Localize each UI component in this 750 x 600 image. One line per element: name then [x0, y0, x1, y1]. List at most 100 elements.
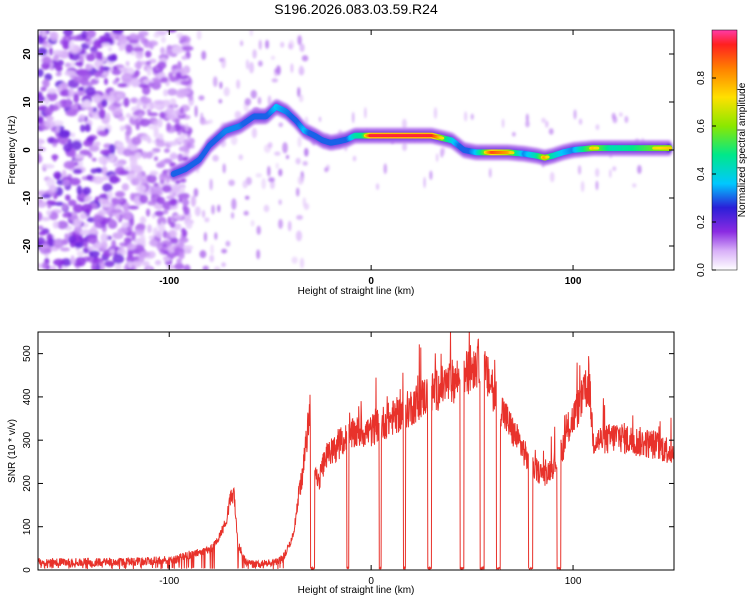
- noise-blob: [100, 232, 109, 243]
- colorbar-tick-label: 0.2: [696, 215, 707, 229]
- noise-blob: [624, 115, 629, 124]
- noise-blob: [38, 236, 46, 246]
- noise-blob: [179, 185, 185, 194]
- noise-blob: [177, 153, 183, 162]
- noise-blob: [97, 130, 107, 137]
- noise-blob: [64, 194, 71, 201]
- noise-blob: [183, 65, 189, 74]
- noise-blob: [180, 227, 186, 234]
- noise-blob: [274, 151, 281, 156]
- noise-blob: [267, 165, 271, 177]
- noise-blob: [52, 138, 60, 144]
- noise-blob: [632, 183, 637, 188]
- noise-blob: [71, 35, 83, 41]
- noise-blob: [280, 41, 285, 48]
- y-tick-label: 20: [22, 48, 33, 60]
- noise-blob: [176, 258, 182, 265]
- noise-blob: [127, 261, 133, 269]
- noise-blob: [63, 160, 76, 170]
- noise-blob: [52, 154, 57, 162]
- x-tick-label: -100: [159, 276, 179, 287]
- noise-blob: [102, 202, 111, 208]
- noise-blob: [74, 61, 84, 66]
- colorbar-tick-label: 0.8: [696, 71, 707, 85]
- noise-blob: [78, 114, 86, 123]
- noise-blob: [464, 111, 468, 122]
- noise-blob: [126, 125, 132, 136]
- noise-blob: [153, 103, 162, 110]
- noise-blob: [119, 66, 128, 74]
- noise-blob: [73, 93, 80, 103]
- noise-blob: [48, 185, 58, 193]
- noise-blob: [244, 195, 250, 200]
- noise-blob: [173, 223, 182, 231]
- noise-blob: [98, 155, 109, 165]
- noise-blob: [153, 120, 159, 127]
- noise-blob: [175, 118, 180, 126]
- noise-blob: [148, 235, 155, 240]
- noise-blob: [92, 214, 104, 223]
- noise-blob: [123, 97, 130, 108]
- noise-blob: [105, 36, 114, 43]
- noise-blob: [248, 61, 255, 74]
- noise-blob: [618, 112, 623, 117]
- noise-blob: [268, 177, 275, 183]
- noise-blob: [217, 204, 221, 213]
- noise-blob: [38, 68, 44, 78]
- noise-blob: [230, 135, 238, 146]
- noise-blob: [251, 127, 258, 139]
- noise-blob: [55, 71, 62, 77]
- noise-blob: [295, 230, 303, 242]
- noise-blob: [38, 211, 43, 222]
- noise-blob: [201, 210, 206, 218]
- noise-blob: [130, 77, 140, 88]
- noise-blob: [139, 194, 149, 204]
- noise-blob: [267, 142, 273, 149]
- noise-blob: [278, 168, 283, 177]
- noise-blob: [159, 159, 166, 166]
- noise-blob: [94, 71, 101, 78]
- noise-blob: [278, 218, 283, 229]
- noise-blob: [129, 192, 135, 201]
- noise-blob: [256, 225, 261, 235]
- noise-blob: [525, 120, 530, 128]
- noise-blob: [212, 76, 218, 88]
- noise-blob: [111, 197, 119, 204]
- noise-blob: [54, 201, 65, 207]
- noise-blob: [154, 210, 165, 217]
- y-tick-label: -20: [22, 238, 33, 253]
- noise-blob: [114, 262, 122, 270]
- noise-blob: [83, 37, 91, 42]
- noise-blob: [81, 203, 93, 214]
- noise-blob: [225, 240, 231, 247]
- noise-blob: [159, 173, 166, 182]
- noise-blob: [81, 30, 88, 40]
- noise-blob: [244, 98, 252, 106]
- snr-plot-area: [38, 332, 674, 570]
- noise-blob: [169, 98, 176, 104]
- colorbar-label: Normalized spectral amplitude: [737, 82, 748, 217]
- noise-blob: [114, 191, 125, 198]
- noise-blob: [73, 226, 83, 235]
- noise-blob: [65, 98, 72, 108]
- noise-blob: [121, 183, 130, 191]
- ridge-peak: [440, 136, 445, 140]
- noise-blob: [288, 43, 293, 50]
- noise-blob: [265, 39, 269, 49]
- noise-blob: [299, 65, 303, 73]
- noise-blob: [172, 214, 183, 219]
- noise-blob: [44, 120, 56, 128]
- noise-blob: [99, 149, 112, 156]
- noise-blob: [296, 215, 303, 220]
- noise-blob: [117, 227, 128, 233]
- noise-blob: [202, 265, 209, 270]
- noise-blob: [38, 115, 44, 125]
- noise-blob: [73, 218, 83, 228]
- noise-blob: [250, 220, 255, 227]
- x-tick-label: 0: [368, 276, 374, 287]
- noise-blob: [258, 39, 262, 50]
- noise-blob: [234, 110, 242, 120]
- noise-blob: [282, 142, 288, 154]
- noise-blob: [255, 173, 263, 178]
